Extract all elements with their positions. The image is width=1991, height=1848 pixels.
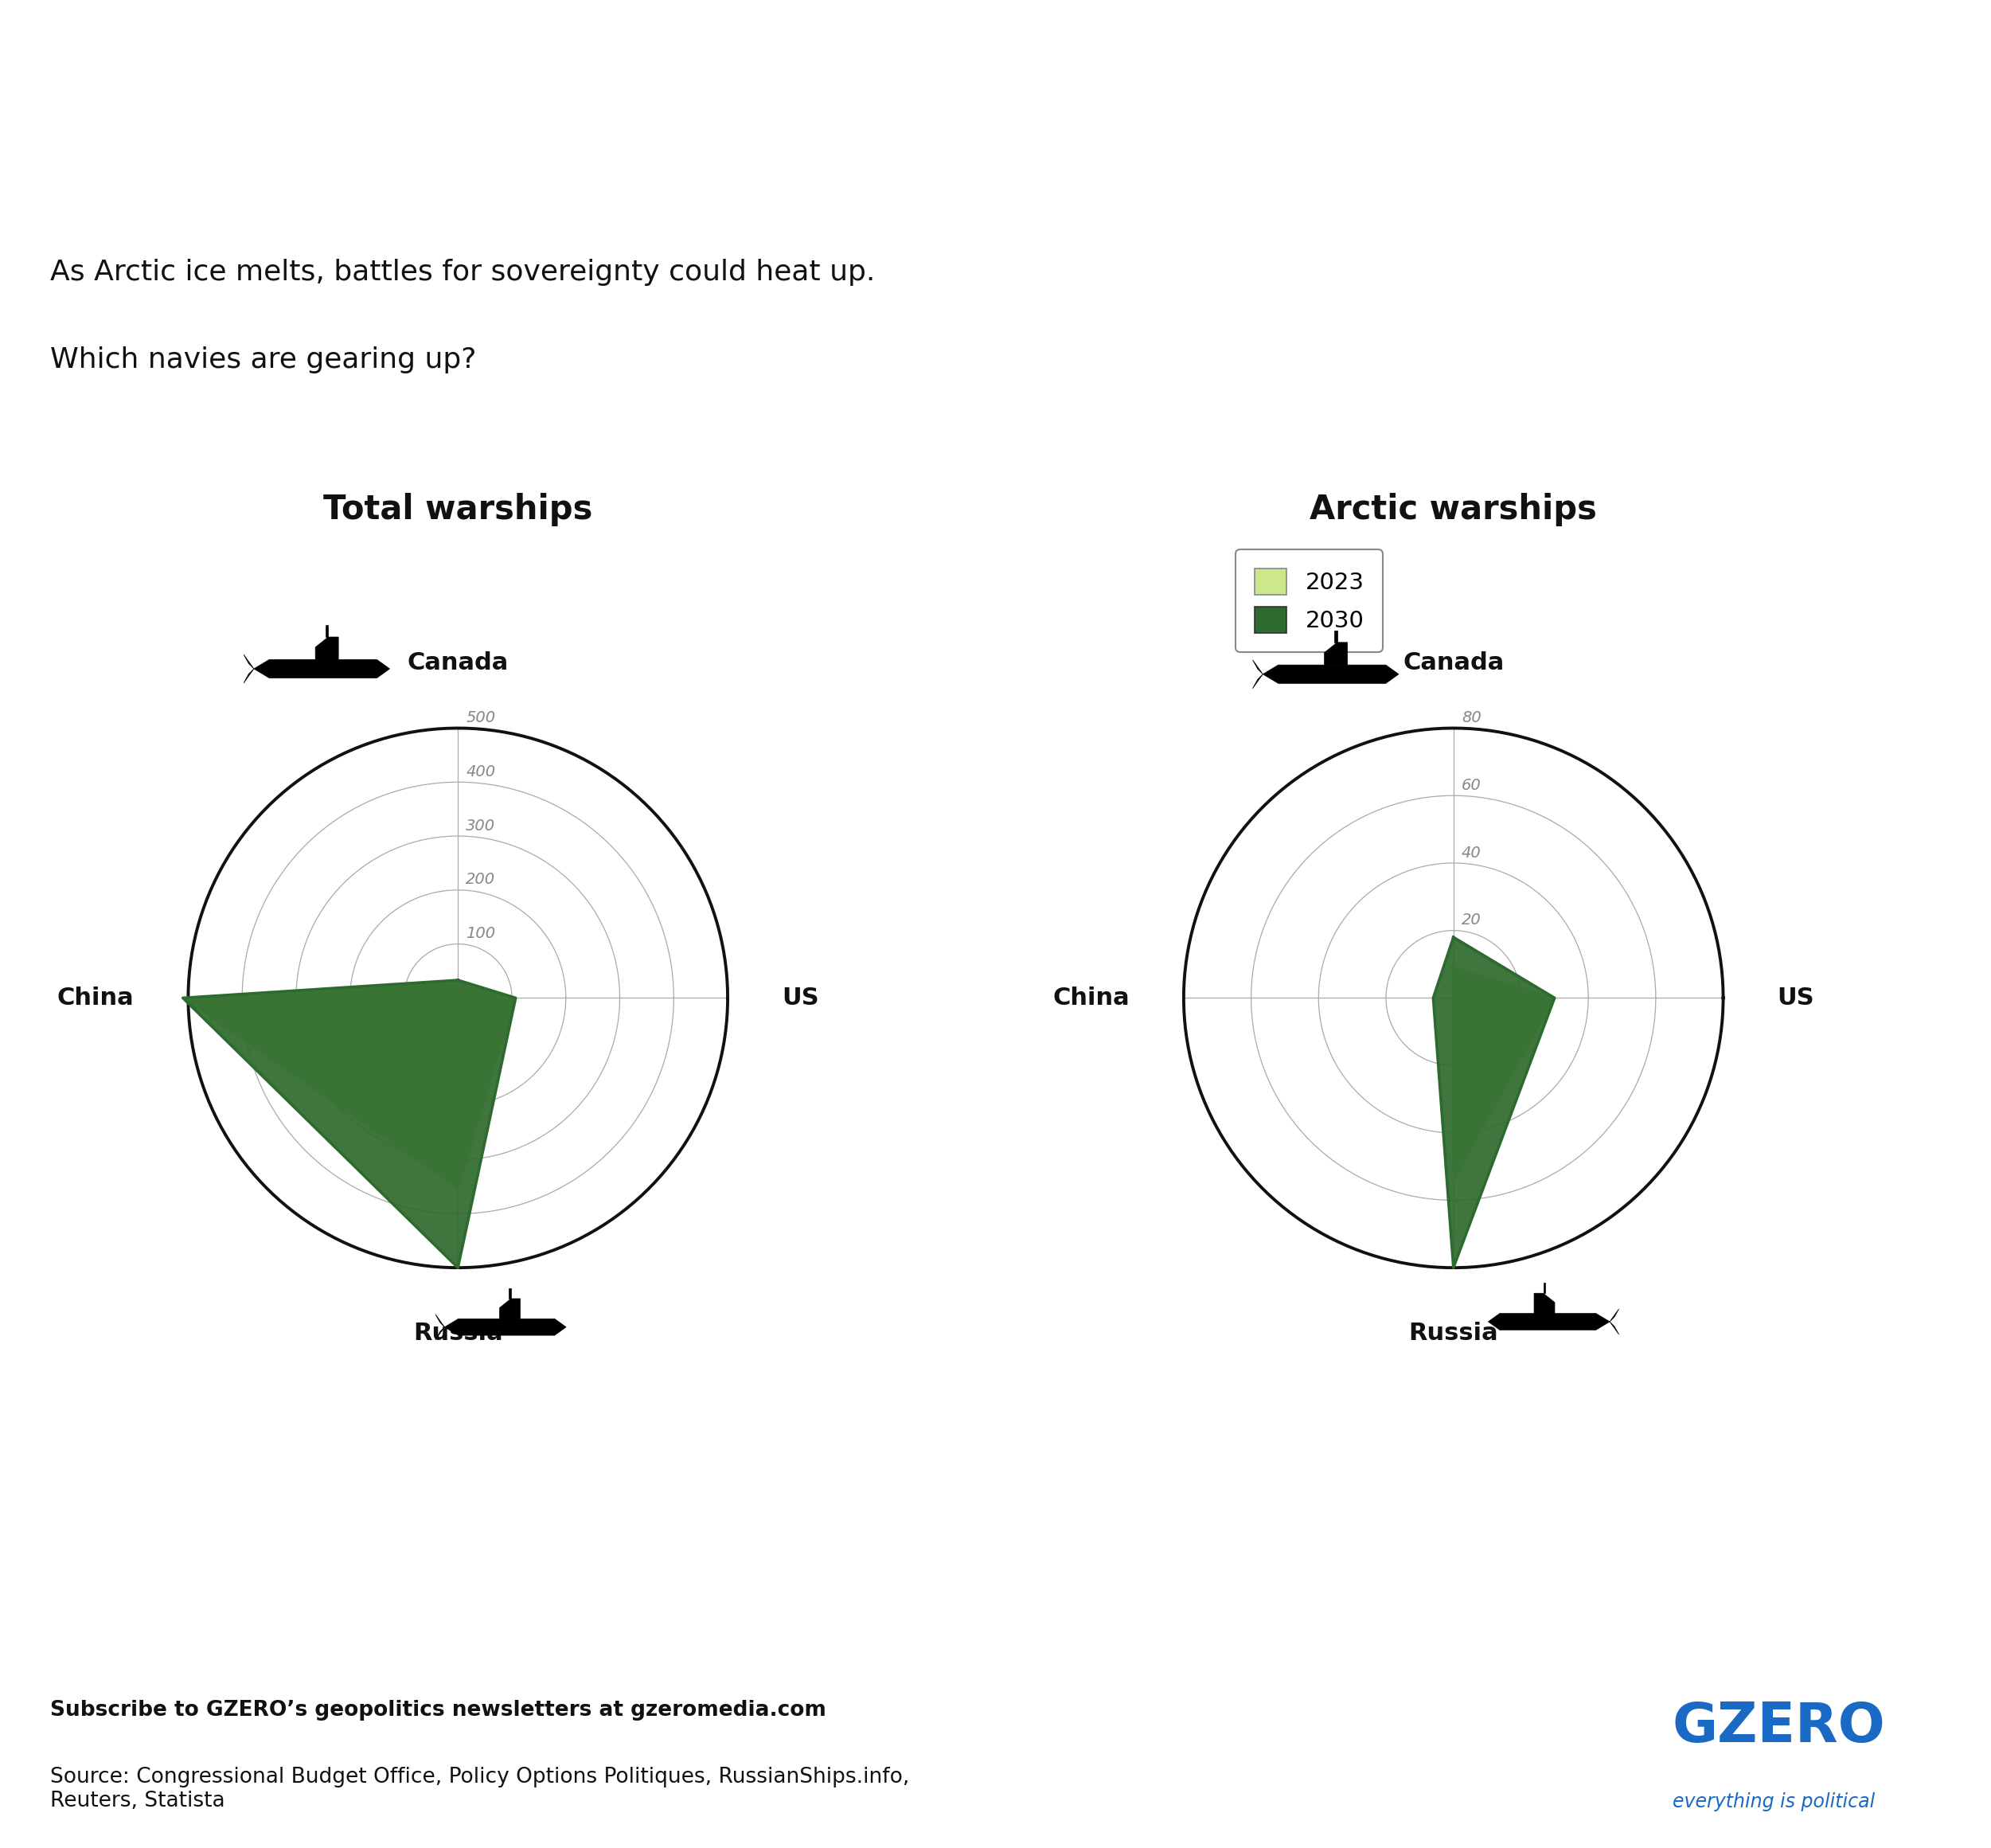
Polygon shape (1611, 1321, 1619, 1334)
Polygon shape (1543, 1283, 1545, 1294)
Polygon shape (1611, 1308, 1619, 1321)
Text: 60: 60 (1461, 778, 1481, 793)
Text: Which navies are gearing up?: Which navies are gearing up? (50, 346, 476, 373)
Text: Subscribe to GZERO’s geopolitics newsletters at gzeromedia.com: Subscribe to GZERO’s geopolitics newslet… (50, 1700, 826, 1720)
Polygon shape (1535, 1294, 1555, 1314)
Title: Total warships: Total warships (323, 493, 593, 527)
Text: GZERO: GZERO (1672, 1700, 1885, 1754)
Text: 40: 40 (1461, 845, 1481, 861)
Legend: 2023, 2030: 2023, 2030 (1236, 549, 1384, 652)
Text: US: US (782, 987, 818, 1009)
Text: As Arctic ice melts, battles for sovereignty could heat up.: As Arctic ice melts, battles for soverei… (50, 259, 874, 286)
Text: Canada: Canada (1404, 650, 1503, 675)
Polygon shape (436, 1314, 444, 1327)
Text: 500: 500 (466, 710, 496, 726)
Polygon shape (500, 1299, 520, 1319)
Polygon shape (1453, 968, 1555, 1181)
Polygon shape (1334, 630, 1338, 643)
Text: Canada: Canada (408, 650, 508, 675)
Polygon shape (436, 1327, 444, 1340)
Polygon shape (183, 979, 516, 1188)
Polygon shape (327, 625, 329, 638)
Text: Militarizing the Arctic: Militarizing the Arctic (50, 63, 1157, 150)
Text: everything is political: everything is political (1672, 1793, 1876, 1811)
Polygon shape (1252, 675, 1262, 689)
Polygon shape (1252, 660, 1262, 675)
Polygon shape (1434, 937, 1555, 1268)
Text: China: China (1053, 987, 1129, 1009)
Text: China: China (58, 987, 133, 1009)
Text: 200: 200 (466, 872, 496, 887)
Polygon shape (243, 654, 255, 669)
Text: Source: Congressional Budget Office, Policy Options Politiques, RussianShips.inf: Source: Congressional Budget Office, Pol… (50, 1767, 910, 1811)
Polygon shape (315, 638, 338, 660)
Polygon shape (510, 1288, 512, 1299)
Text: 20: 20 (1461, 913, 1481, 928)
Polygon shape (1262, 665, 1398, 684)
Text: 80: 80 (1461, 710, 1481, 726)
Text: 300: 300 (466, 819, 496, 833)
Polygon shape (1487, 1314, 1611, 1331)
Text: 100: 100 (466, 926, 496, 941)
Polygon shape (255, 660, 390, 678)
Polygon shape (1324, 643, 1348, 665)
Title: Arctic warships: Arctic warships (1310, 493, 1597, 527)
Text: Russia: Russia (412, 1321, 504, 1345)
Text: US: US (1778, 987, 1814, 1009)
Text: Russia: Russia (1408, 1321, 1499, 1345)
Polygon shape (183, 979, 516, 1268)
Text: 400: 400 (466, 765, 496, 780)
Polygon shape (444, 1319, 565, 1336)
Polygon shape (243, 669, 255, 684)
